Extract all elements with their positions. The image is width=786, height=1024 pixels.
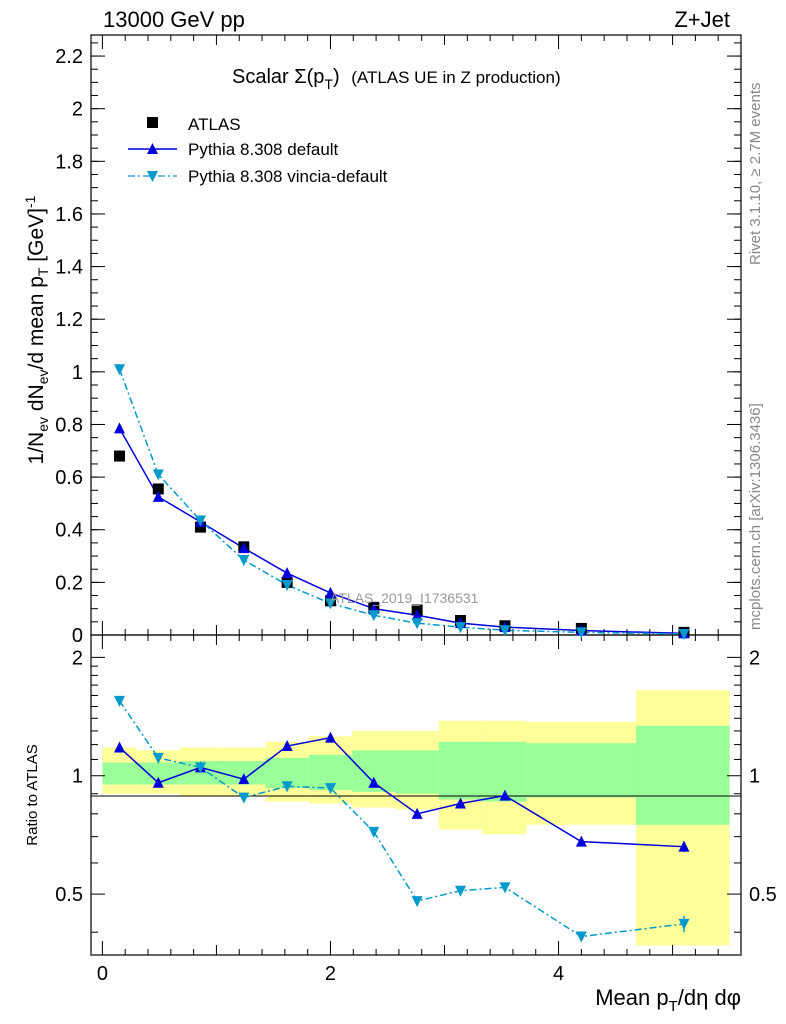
plot-title: Scalar Σ(pT) (ATLAS UE in Z production)	[232, 66, 561, 92]
vincia-data-point	[238, 555, 250, 566]
x-tick-label: 0	[97, 963, 108, 985]
main-y-tick-label: 0.8	[55, 414, 83, 436]
ratio-vincia-point	[114, 695, 126, 707]
default-data-point	[324, 586, 336, 598]
legend-label-default: Pythia 8.308 default	[188, 140, 339, 159]
legend-label-vincia: Pythia 8.308 vincia-default	[188, 167, 388, 186]
main-y-tick-label: 2	[72, 99, 83, 121]
ratio-default-point	[324, 731, 336, 743]
ratio-y-axis-label: Ratio to ATLAS	[24, 744, 41, 845]
default-data-point	[281, 567, 293, 579]
main-y-tick-label: 0	[72, 625, 83, 647]
legend-label-atlas: ATLAS	[188, 115, 241, 134]
main-line-vincia	[118, 368, 684, 635]
ratio-vincia-point	[575, 931, 587, 943]
vincia-data-point	[499, 625, 511, 637]
main-y-axis-label: 1/Nev dNev/d mean pT [GeV]-1	[22, 195, 51, 464]
ratio-band-green	[395, 750, 439, 794]
vincia-data-point	[575, 627, 587, 639]
ratio-vincia-point	[499, 882, 511, 894]
x-axis-label: Mean pT/dη dφ	[595, 985, 741, 1015]
main-y-tick-label: 1.6	[55, 204, 83, 226]
legend-marker-default	[147, 143, 158, 154]
ratio-vincia-point	[324, 783, 336, 795]
default-data-point	[114, 422, 126, 434]
default-data-point	[411, 609, 423, 621]
main-y-tick-label: 1.2	[55, 309, 83, 331]
ratio-band-green	[526, 743, 637, 798]
atlas-data-point	[152, 483, 164, 495]
rivet-version-note: Rivet 3.1.10, ≥ 2.7M events	[747, 83, 764, 266]
x-tick-label: 2	[325, 963, 336, 985]
vincia-data-point	[324, 598, 336, 610]
ratio-default-point	[411, 807, 423, 819]
ratio-default-point	[368, 776, 380, 788]
series-markers	[114, 364, 690, 943]
ratio-y-tick-label: 0.5	[55, 884, 83, 906]
main-y-tick-label: 0.6	[55, 467, 83, 489]
vincia-data-point	[152, 469, 164, 481]
legend-marker-vincia	[147, 171, 158, 182]
legend-marker-atlas	[147, 117, 158, 128]
legend: ATLAS Pythia 8.308 default Pythia 8.308 …	[128, 115, 388, 186]
main-y-tick-label: 1.4	[55, 257, 83, 279]
ratio-default-point	[575, 835, 587, 847]
ratio-vincia-point	[281, 781, 293, 793]
vincia-data-point	[114, 364, 126, 376]
ratio-band-green	[438, 741, 483, 800]
vincia-data-point	[454, 622, 466, 634]
ratio-band-green	[102, 762, 137, 785]
main-y-tick-label: 0.4	[55, 520, 83, 542]
ratio-vincia-point	[238, 792, 250, 804]
ratio-vincia-point	[152, 752, 164, 764]
main-y-tick-label: 1.8	[55, 151, 83, 173]
ratio-y-tick-label-right: 2	[749, 647, 760, 669]
vincia-data-point	[194, 515, 206, 527]
ratio-band-green	[222, 761, 266, 785]
main-y-tick-label: 0.2	[55, 572, 83, 594]
atlas-data-point	[194, 521, 206, 533]
ratio-y-tick-label: 2	[72, 647, 83, 669]
analysis-watermark: ATLAS_2019_I1736531	[330, 590, 479, 606]
process-label: Z+Jet	[674, 7, 730, 32]
ratio-default-point	[499, 789, 511, 801]
vincia-data-point	[281, 580, 293, 591]
ratio-y-tick-label: 1	[72, 766, 83, 788]
ratio-vincia-point	[194, 762, 206, 774]
ratio-line-vincia	[118, 700, 685, 938]
ratio-y-tick-label-right: 1	[749, 766, 760, 788]
main-y-tick-label: 1	[72, 362, 83, 384]
ratio-default-point	[454, 797, 466, 809]
vincia-data-point	[368, 610, 380, 622]
uncertainty-bands	[102, 690, 730, 946]
ratio-line-default	[119, 736, 685, 848]
ratio-panel-frame	[90, 634, 742, 956]
x-tick-label: 4	[553, 963, 564, 985]
vincia-data-point	[411, 618, 423, 630]
main-y-tick-label: 2.2	[55, 46, 83, 68]
energy-label: 13000 GeV pp	[103, 7, 245, 32]
ratio-band-green	[179, 761, 223, 785]
default-data-point	[152, 490, 164, 502]
default-data-point	[238, 542, 250, 554]
atlas-data-point	[114, 450, 126, 462]
ratio-default-point	[114, 741, 126, 753]
ratio-default-point	[152, 776, 164, 788]
ratio-default-point	[238, 773, 250, 785]
axis-ticks: 0 0.2 0.4 0.6 0.8 1 1.2 1.4 1.6 1.8 2 2.2 0.5 0.5 1 1 2 2…	[55, 35, 777, 985]
ratio-vincia-point	[368, 826, 380, 838]
vincia-data-point	[678, 628, 690, 640]
main-line-default	[118, 428, 685, 635]
ratio-default-point	[281, 740, 293, 752]
ratio-vincia-point	[411, 896, 423, 908]
ratio-y-tick-label-right: 0.5	[749, 884, 777, 906]
ratio-vincia-point	[454, 885, 466, 897]
mcplots-reference: mcplots.cern.ch [arXiv:1306.3436]	[747, 403, 764, 630]
ratio-band-green	[636, 725, 730, 825]
series-lines	[118, 368, 685, 938]
